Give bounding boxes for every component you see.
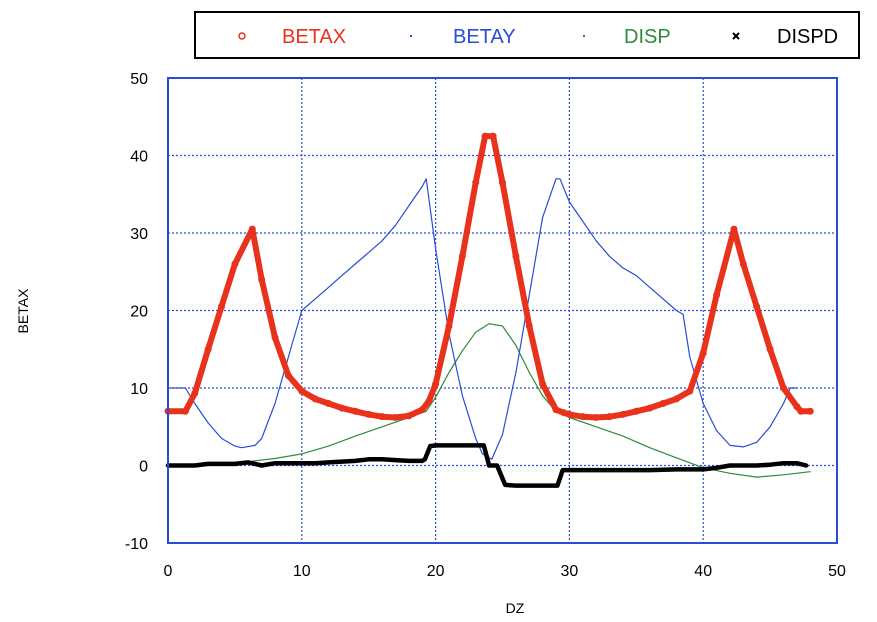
series-disp-line — [167, 323, 811, 478]
series-betax-point — [713, 291, 721, 299]
series-betax-point — [425, 397, 433, 405]
x-tick-label: 20 — [427, 563, 445, 580]
legend-item-betax: BETAX — [238, 26, 346, 48]
series-betax-point — [552, 406, 560, 414]
y-axis-ticks: -10 0 10 20 30 40 50 — [125, 71, 148, 553]
series-betax-point — [646, 404, 654, 412]
y-axis-title: BETAX — [15, 288, 31, 334]
series-betax-point — [248, 225, 256, 233]
legend-marker-dispd — [732, 32, 740, 40]
series-betax-point — [191, 389, 199, 397]
y-tick-label: 50 — [130, 71, 148, 88]
series-betax-point — [338, 404, 346, 412]
series-betax-point — [298, 387, 306, 395]
legend-item-disp: DISP — [583, 26, 671, 48]
series-betax-point — [204, 345, 212, 353]
series-dispd-line — [165, 443, 809, 488]
series-betax-point — [686, 387, 694, 395]
series-betax-point — [489, 132, 497, 140]
series-betax-point — [418, 406, 426, 414]
legend-label-dispd: DISPD — [777, 26, 838, 48]
y-tick-label: 0 — [139, 459, 148, 476]
legend-item-dispd: DISPD — [732, 26, 838, 48]
series-betax-point — [311, 395, 319, 403]
series-betax-point — [539, 380, 547, 388]
series-betax-point — [525, 322, 533, 330]
series-betax-point — [797, 407, 805, 415]
y-tick-label: 40 — [130, 149, 148, 166]
legend-label-disp: DISP — [624, 26, 671, 48]
legend: BETAX BETAY DISP DISPD — [194, 11, 860, 59]
series-betax-point — [512, 252, 520, 260]
series-betax-point — [592, 413, 600, 421]
series-betax-point — [699, 349, 707, 357]
x-axis-title: DZ — [506, 600, 525, 616]
series-betax-point — [458, 252, 466, 260]
series-betax-point — [405, 412, 413, 420]
series-betax-point — [565, 410, 573, 418]
series-betax-point — [351, 407, 359, 415]
series-betax-point — [472, 179, 480, 187]
series-betax-point — [258, 276, 266, 283]
series-betax-point — [271, 334, 279, 342]
series-betax-point — [218, 303, 226, 311]
series-betax-point — [806, 407, 814, 415]
legend-label-betay: BETAY — [453, 26, 516, 48]
series-betax-point — [231, 260, 239, 268]
x-tick-label: 40 — [694, 563, 712, 580]
x-axis-ticks: 0 10 20 30 40 50 — [164, 563, 846, 580]
y-tick-label: 30 — [130, 226, 148, 243]
series-betax-point — [365, 410, 373, 418]
series-betax-point — [730, 225, 738, 233]
series-betax-point — [739, 260, 747, 268]
y-tick-label: 20 — [130, 304, 148, 321]
series-betax-point — [779, 384, 787, 392]
x-tick-label: 30 — [561, 563, 579, 580]
series-betax-point — [499, 179, 506, 187]
series-betax-point — [378, 413, 386, 421]
series-betax-point — [445, 322, 453, 330]
series-betax-point — [659, 400, 667, 407]
series-betax-point — [632, 407, 640, 415]
x-tick-label: 10 — [293, 563, 311, 580]
y-tick-label: 10 — [130, 381, 148, 398]
series-betax-line — [165, 133, 814, 421]
plot-area: 0 10 20 30 40 50 -10 0 10 20 30 40 50 — [125, 71, 846, 580]
series-layer — [164, 132, 814, 488]
series-betax-point — [579, 413, 587, 421]
series-betax-point — [181, 407, 189, 415]
legend-marker-betay — [410, 35, 412, 37]
series-betax-point — [481, 132, 489, 140]
legend-marker-betax — [238, 32, 246, 40]
x-tick-label: 0 — [164, 563, 173, 580]
series-betay-line — [167, 178, 798, 460]
series-betax-point — [606, 413, 614, 421]
plot-frame — [167, 77, 838, 544]
series-betax-point — [284, 372, 292, 380]
legend-box — [194, 11, 860, 59]
series-betax-point — [619, 410, 627, 418]
legend-label-betax: BETAX — [282, 26, 346, 48]
series-betax-point — [325, 400, 333, 407]
series-betax-point — [672, 395, 680, 403]
series-betax-point — [753, 303, 761, 311]
legend-marker-disp — [583, 35, 585, 37]
y-tick-label: -10 — [125, 536, 148, 553]
series-betax-point — [766, 345, 774, 353]
legend-item-betay: BETAY — [410, 26, 516, 48]
series-betax-point — [391, 413, 399, 421]
x-tick-label: 50 — [828, 563, 846, 580]
series-betax-point — [432, 380, 440, 388]
series-betax-point — [793, 403, 801, 411]
